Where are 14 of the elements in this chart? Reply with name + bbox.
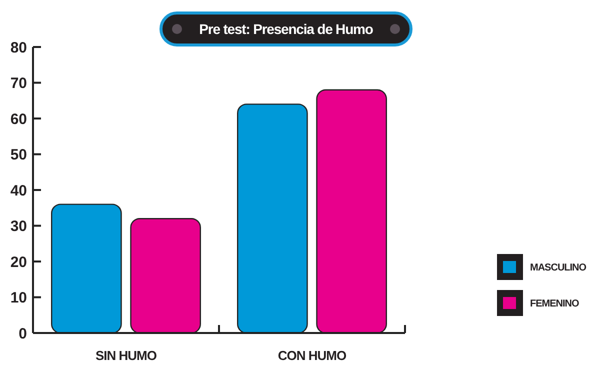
y-tick-label: 0 <box>18 325 27 342</box>
y-tick-label: 10 <box>10 290 27 306</box>
legend-label: FEMENINO <box>530 298 580 310</box>
y-tick-label: 20 <box>10 254 27 271</box>
y-tick-label: 30 <box>10 218 27 235</box>
x-tick-label: CON HUMO <box>278 348 346 363</box>
x-tick-label: SIN HUMO <box>96 348 157 363</box>
y-tick-label: 60 <box>10 110 27 128</box>
y-tick-label: 70 <box>10 75 27 92</box>
chart-title: Pre test: Presencia de Humo <box>199 21 373 37</box>
y-tick-label: 40 <box>10 182 27 200</box>
legend-label: MASCULINO <box>530 262 587 274</box>
y-tick-label: 80 <box>10 39 27 56</box>
y-tick-label: 50 <box>10 146 27 164</box>
